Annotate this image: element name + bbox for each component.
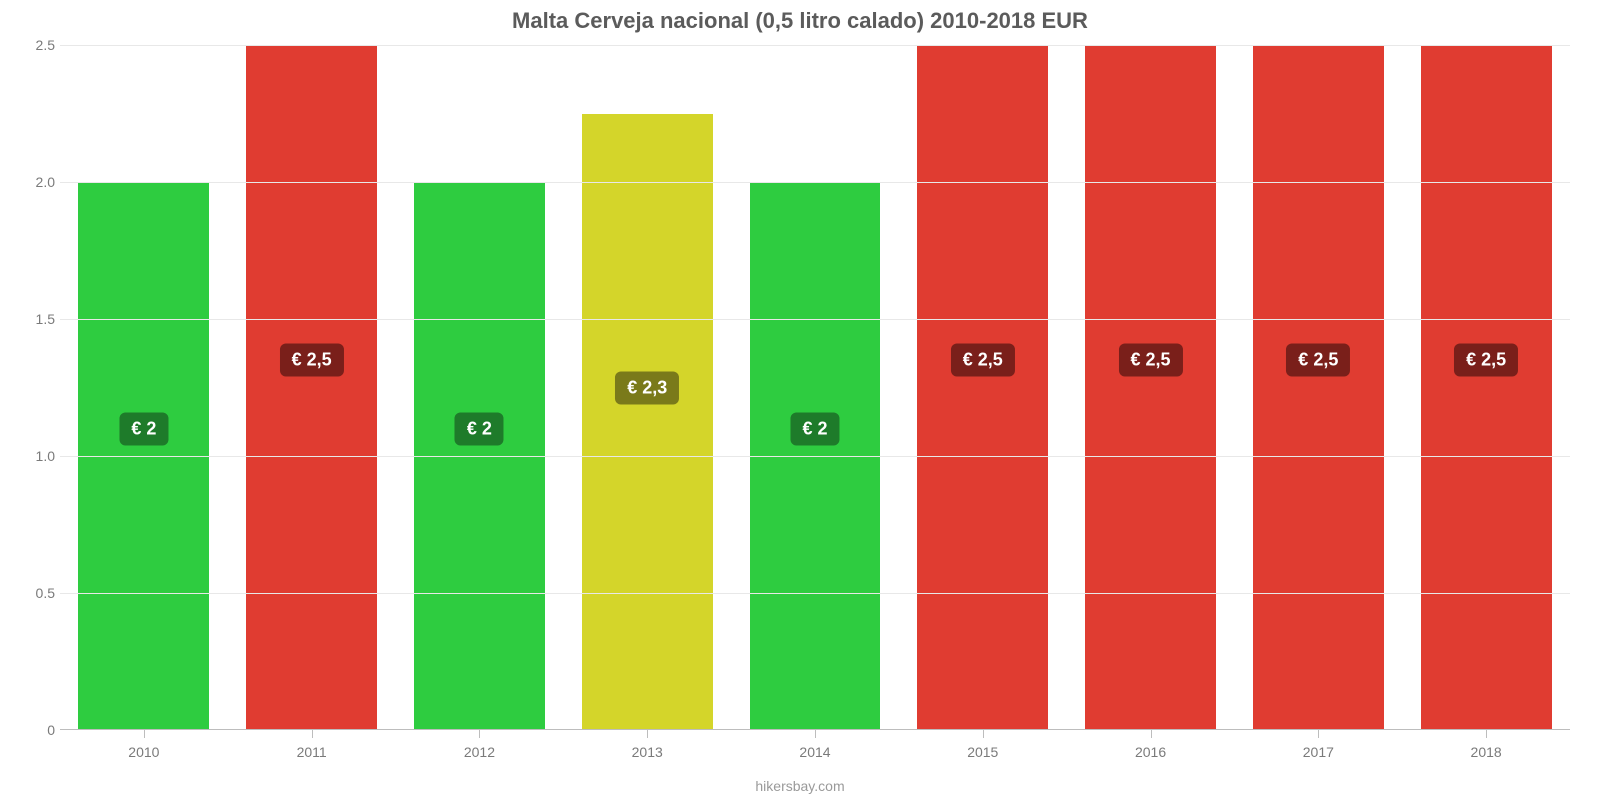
grid-line <box>60 319 1570 320</box>
bar <box>1085 45 1216 730</box>
x-tick-label: 2013 <box>632 744 663 760</box>
x-tick <box>647 730 648 738</box>
bar-value-badge: € 2,5 <box>280 344 344 377</box>
x-tick <box>815 730 816 738</box>
bar-value-badge: € 2,5 <box>1286 344 1350 377</box>
y-tick-label: 0 <box>15 722 55 738</box>
x-tick-label: 2015 <box>967 744 998 760</box>
y-tick-label: 0.5 <box>15 585 55 601</box>
bar <box>1253 45 1384 730</box>
plot-area: € 2€ 2,5€ 2€ 2,3€ 2€ 2,5€ 2,5€ 2,5€ 2,5 … <box>60 45 1570 730</box>
chart-container: Malta Cerveja nacional (0,5 litro calado… <box>0 0 1600 800</box>
bar-value-badge: € 2,5 <box>1119 344 1183 377</box>
bar-value-badge: € 2,3 <box>615 371 679 404</box>
bar <box>582 114 713 731</box>
x-tick-label: 2018 <box>1471 744 1502 760</box>
x-tick <box>144 730 145 738</box>
grid-line <box>60 45 1570 46</box>
bar <box>1421 45 1552 730</box>
x-tick-label: 2010 <box>128 744 159 760</box>
x-tick <box>1151 730 1152 738</box>
attribution-text: hikersbay.com <box>0 778 1600 794</box>
x-tick-label: 2014 <box>799 744 830 760</box>
grid-line <box>60 182 1570 183</box>
bar-value-badge: € 2,5 <box>1454 344 1518 377</box>
chart-title: Malta Cerveja nacional (0,5 litro calado… <box>0 0 1600 34</box>
bar-value-badge: € 2 <box>119 412 168 445</box>
x-tick <box>1486 730 1487 738</box>
y-tick-label: 1.0 <box>15 448 55 464</box>
x-tick <box>312 730 313 738</box>
x-tick-label: 2016 <box>1135 744 1166 760</box>
y-tick-label: 1.5 <box>15 311 55 327</box>
bar-value-badge: € 2 <box>455 412 504 445</box>
bars-layer: € 2 € 2,5 € 2 € 2,3 € 2 € 2,5 € 2,5 € 2,5 € 2,5 <box>60 45 1570 730</box>
y-tick-label: 2.5 <box>15 37 55 53</box>
bar <box>917 45 1048 730</box>
x-tick-label: 2012 <box>464 744 495 760</box>
x-tick-label: 2011 <box>297 744 327 760</box>
bar-value-badge: € 2,5 <box>951 344 1015 377</box>
bar <box>246 45 377 730</box>
bar-value-badge: € 2 <box>790 412 839 445</box>
y-tick-label: 2.0 <box>15 174 55 190</box>
grid-line <box>60 593 1570 594</box>
grid-line <box>60 456 1570 457</box>
x-tick <box>479 730 480 738</box>
x-tick-label: 2017 <box>1303 744 1334 760</box>
x-tick <box>983 730 984 738</box>
x-tick <box>1318 730 1319 738</box>
